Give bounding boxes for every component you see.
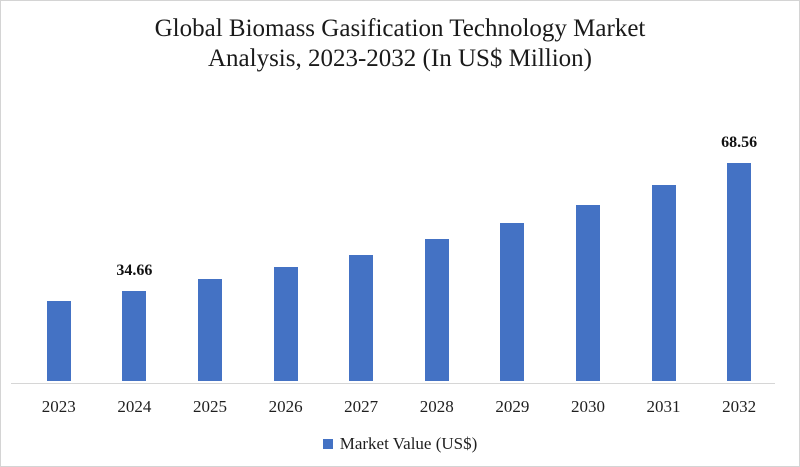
bar-2026 xyxy=(273,267,298,381)
bar-slot-2031 xyxy=(626,111,702,381)
chart-title-text: Global Biomass Gasification Technology M… xyxy=(154,15,646,72)
data-label-2032: 68.56 xyxy=(721,134,758,151)
x-axis-label-2026: 2026 xyxy=(268,397,303,416)
x-axis-label-2029: 2029 xyxy=(495,397,530,416)
chart-title: Global Biomass Gasification Technology M… xyxy=(1,14,799,73)
x-axis-label-2027: 2027 xyxy=(344,397,379,416)
bar-slot-2029 xyxy=(475,111,551,381)
x-axis-label-2028: 2028 xyxy=(419,397,454,416)
bar-slot-2025 xyxy=(172,111,248,381)
x-axis-labels: 2023 2024 2025 2026 2027 2028 2029 2030 2031 2032 xyxy=(21,397,777,417)
bar-slot-2026 xyxy=(248,111,324,381)
bar-slot-2032: 68.56 xyxy=(701,111,777,381)
bar-2023 xyxy=(46,301,71,381)
bar-2029 xyxy=(500,223,525,381)
x-axis-label-2032: 2032 xyxy=(722,397,757,416)
x-axis-label-2024: 2024 xyxy=(117,397,152,416)
bar-2030 xyxy=(575,205,600,381)
bar-2027 xyxy=(349,255,374,381)
bar-slot-2028 xyxy=(399,111,475,381)
bar-2031 xyxy=(651,185,676,381)
bar-slot-2024: 34.66 xyxy=(97,111,173,381)
plot-area: 34.66 68.56 xyxy=(21,111,777,381)
bar-slot-2023 xyxy=(21,111,97,381)
bar-slot-2027 xyxy=(323,111,399,381)
legend: Market Value (US$) xyxy=(1,434,799,454)
bar-2024 xyxy=(122,291,147,381)
legend-swatch-icon xyxy=(322,439,333,449)
data-label-2024: 34.66 xyxy=(116,262,153,279)
x-axis-line xyxy=(11,383,775,384)
x-axis-label-2030: 2030 xyxy=(570,397,605,416)
bar-2025 xyxy=(197,279,222,381)
legend-label: Market Value (US$) xyxy=(339,434,478,453)
bar-2032 xyxy=(727,163,752,381)
bar-2028 xyxy=(424,239,449,381)
bars-group: 34.66 68.56 xyxy=(21,111,777,381)
x-axis-label-2023: 2023 xyxy=(41,397,76,416)
x-axis-label-2025: 2025 xyxy=(192,397,227,416)
bar-slot-2030 xyxy=(550,111,626,381)
x-axis-label-2031: 2031 xyxy=(646,397,681,416)
